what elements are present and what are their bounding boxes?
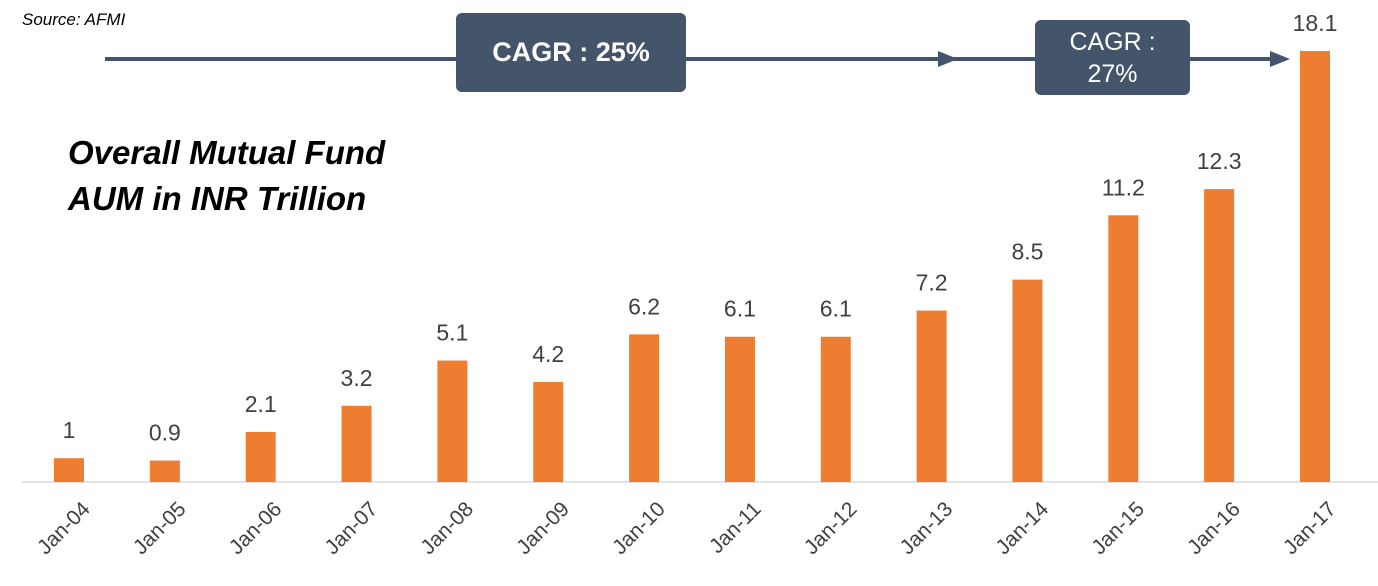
value-label: 5.1 [436, 320, 468, 346]
bar [820, 336, 851, 482]
value-label: 6.1 [820, 296, 852, 322]
value-label: 8.5 [1011, 239, 1043, 265]
bar [54, 458, 84, 482]
value-label: 3.2 [341, 365, 373, 391]
bar [245, 431, 276, 482]
x-tick-label: Jan-07 [321, 497, 383, 559]
cagr-box: CAGR : 25% [456, 13, 686, 92]
value-label: 4.2 [532, 341, 564, 367]
value-label: 6.1 [724, 296, 756, 322]
bar [533, 381, 564, 482]
x-tick-label: Jan-15 [1087, 497, 1149, 559]
value-label: 18.1 [1293, 10, 1338, 36]
x-tick-label: Jan-09 [512, 497, 574, 559]
x-tick-label: Jan-17 [1279, 497, 1341, 559]
chart-title: Overall Mutual Fund AUM in INR Trillion [68, 134, 386, 217]
value-label: 1 [63, 417, 76, 443]
x-tick-label: Jan-11 [705, 497, 766, 558]
bar [149, 460, 180, 482]
x-tick-label: Jan-14 [992, 497, 1054, 559]
bar [724, 336, 755, 482]
bar [1012, 279, 1043, 482]
x-tick-label: Jan-12 [800, 497, 862, 559]
bar [629, 334, 660, 482]
x-tick-label: Jan-10 [608, 497, 670, 559]
x-tick-label: Jan-08 [416, 497, 478, 559]
bar [916, 310, 947, 482]
value-label: 7.2 [916, 270, 948, 296]
x-tick-label: Jan-16 [1183, 497, 1245, 559]
source-note: Source: AFMI [22, 10, 126, 29]
x-tick-label: Jan-05 [129, 497, 191, 559]
value-label: 0.9 [149, 420, 181, 446]
arrow-head [1270, 51, 1290, 67]
cagr-box: CAGR : 27% [1035, 20, 1190, 95]
bar [1108, 215, 1139, 482]
value-label: 2.1 [245, 391, 277, 417]
value-label: 11.2 [1102, 174, 1145, 200]
bar [437, 360, 468, 482]
value-label: 12.3 [1197, 148, 1242, 174]
x-tick-label: Jan-06 [225, 497, 287, 559]
x-tick-label: Jan-04 [33, 497, 95, 559]
x-tick-label: Jan-13 [896, 497, 958, 559]
bar [1300, 51, 1330, 482]
bar [1204, 189, 1235, 482]
bar [341, 405, 372, 482]
value-label: 6.2 [628, 293, 660, 319]
